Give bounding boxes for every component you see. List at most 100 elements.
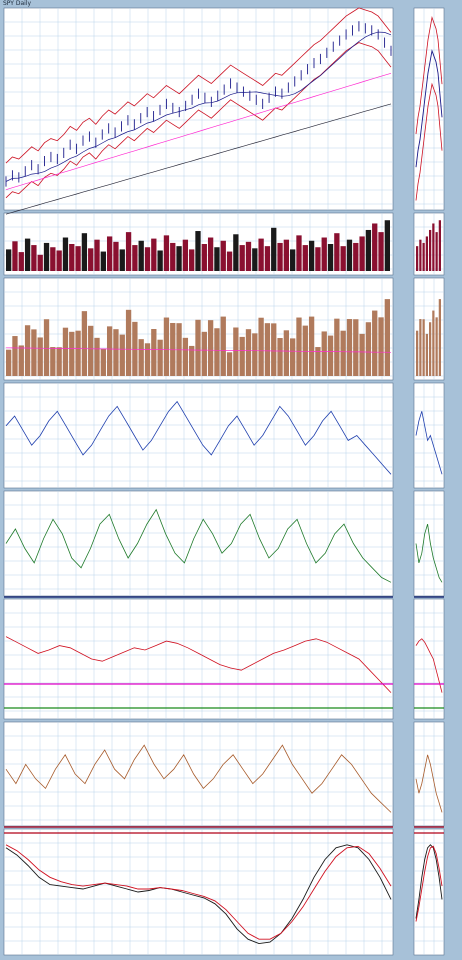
volume-alt-bar — [88, 325, 94, 376]
side-volume-alt-bar — [435, 317, 438, 376]
side-panel-oscillator-bottom — [413, 828, 445, 956]
side-volume-alt-bar — [432, 310, 435, 376]
side-volume-alt-bar — [425, 333, 428, 376]
volume-alt-bar — [327, 335, 334, 376]
side-bottom-line-black — [415, 844, 443, 919]
side-volume-bar — [438, 220, 441, 271]
volume-alt-bar — [75, 330, 81, 376]
volume-alt-bar — [50, 347, 56, 376]
volume-bar — [384, 220, 390, 271]
volume-alt-bar — [207, 320, 214, 376]
volume-alt-bar — [62, 327, 69, 376]
volume-alt-bar — [252, 333, 258, 376]
volume-alt-bar — [43, 319, 50, 376]
volume-bar — [119, 249, 125, 271]
volume-bar — [264, 246, 271, 271]
volume-bar — [226, 251, 233, 271]
volume-alt-bar — [18, 345, 24, 376]
volume-bar — [113, 241, 119, 271]
volume-bar — [239, 245, 245, 271]
volume-bar — [182, 239, 189, 271]
main-panel-oscillator-bottom — [3, 828, 394, 956]
volume-bar — [24, 238, 31, 271]
volume-bar — [277, 242, 283, 271]
price-ma-short — [5, 31, 392, 182]
volume-bar — [340, 246, 346, 271]
volume-alt-bar — [56, 347, 62, 376]
volume-bar — [290, 249, 296, 271]
volume-bar — [283, 239, 290, 271]
volume-bar — [315, 247, 321, 271]
volume-bar — [12, 241, 18, 271]
side-volume-bar — [419, 239, 422, 271]
main-panel-oscillator-brown — [3, 721, 394, 827]
side-volume-alt-bar — [438, 299, 441, 376]
volume-alt-bar — [233, 327, 239, 376]
volume-alt-bar — [258, 317, 264, 376]
volume-bar — [100, 251, 106, 271]
volume-bar — [207, 237, 214, 271]
volume-alt-bar — [271, 323, 277, 376]
side-panel-oscillator-green — [413, 490, 445, 597]
side-volume-alt-bar — [419, 319, 422, 376]
volume-bar — [6, 249, 12, 271]
volume-alt-bar — [195, 319, 201, 376]
bottom-line-black — [5, 844, 392, 945]
side-bottom-line-red — [415, 845, 443, 922]
side-panel-oscillator-brown — [413, 721, 445, 827]
volume-bar — [106, 236, 113, 271]
volume-bar — [56, 250, 62, 271]
volume-alt-bar — [321, 331, 327, 376]
volume-alt-bar — [384, 299, 390, 376]
volume-bar — [321, 237, 327, 271]
volume-alt-bar — [283, 330, 290, 376]
volume-alt-bar — [12, 336, 18, 376]
side-volume-bar — [425, 236, 428, 271]
volume-bar — [201, 244, 207, 271]
volume-alt-bar — [214, 328, 220, 376]
volume-alt-bar — [151, 329, 157, 376]
price-ma-long — [5, 103, 392, 215]
volume-alt-bar — [24, 325, 31, 376]
volume-alt-bar — [132, 321, 138, 376]
volume-bar — [31, 245, 37, 271]
main-panel-price — [3, 7, 394, 211]
side-volume-bar — [422, 242, 425, 271]
volume-bar — [94, 239, 100, 271]
volume-alt-bar — [378, 317, 384, 376]
volume-alt-bar — [119, 334, 125, 376]
volume-alt-bar — [296, 317, 302, 376]
volume-bar — [144, 247, 151, 271]
side-panel-oscillator-blue — [413, 382, 445, 489]
volume-alt-bar — [353, 319, 359, 376]
volume-bar — [334, 233, 340, 271]
side-price-lower-band — [415, 82, 443, 201]
volume-alt-bar — [69, 331, 75, 376]
price-ma-magenta — [5, 72, 392, 191]
volume-alt-bar — [201, 331, 207, 376]
volume-alt-bar — [100, 348, 106, 376]
side-volume-alt-bar — [422, 319, 425, 376]
volume-alt-bar — [144, 343, 151, 376]
volume-alt-bar — [157, 339, 163, 376]
volume-bar — [69, 244, 75, 271]
side-price-line — [415, 49, 443, 168]
volume-bar — [151, 238, 157, 271]
side-oscillator-red-line — [415, 638, 443, 693]
oscillator-green-line — [5, 508, 392, 583]
volume-alt-bar — [189, 345, 195, 376]
volume-bar — [353, 242, 359, 271]
side-price-upper-band — [415, 15, 443, 134]
volume-bar — [271, 227, 277, 271]
side-volume-alt-bar — [429, 322, 432, 376]
volume-bar — [170, 242, 176, 271]
volume-alt-bar — [182, 337, 189, 376]
volume-bar — [359, 236, 365, 271]
volume-bar — [18, 252, 24, 271]
volume-alt-bar — [6, 349, 12, 376]
price-lower-band — [5, 42, 392, 199]
volume-bar — [296, 235, 302, 271]
volume-alt-bar — [239, 336, 245, 376]
